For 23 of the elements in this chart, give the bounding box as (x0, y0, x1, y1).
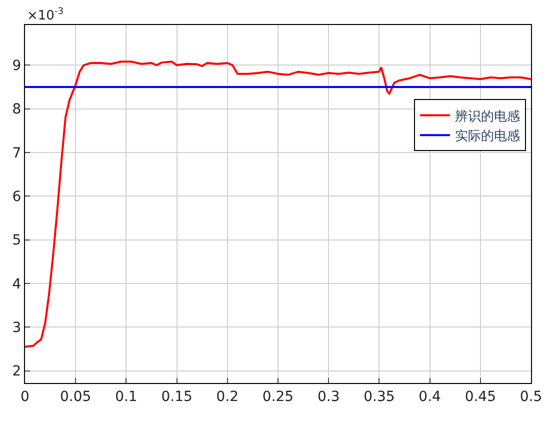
y-tick-label: 2 (12, 364, 22, 380)
y-tick-label: 9 (12, 58, 22, 74)
y-tick-label: 5 (12, 232, 22, 249)
y-tick-label: 7 (12, 145, 22, 162)
x-tick-label: 0.35 (364, 388, 395, 405)
text: ×10$^{-3}$ (27, 7, 64, 24)
x-tick-label: 0.2 (216, 388, 239, 405)
x-tick-label: 0 (20, 388, 30, 405)
y-tick-label: 3 (12, 320, 22, 336)
x-tick-label: 0.4 (418, 388, 442, 405)
y-tick-label: 6 (12, 189, 22, 206)
x-tick-label: 0.05 (60, 388, 92, 405)
x-tick-label: 0.25 (262, 388, 294, 405)
x-tick-label: 0.45 (464, 388, 496, 405)
y-tick-label: 4 (12, 276, 22, 292)
line-series (25, 60, 531, 348)
x-tick-label: 0.3 (317, 388, 340, 405)
y-tick-label: 8 (12, 102, 22, 118)
x-tick-label: 0.1 (115, 388, 138, 405)
legend-label: 辨识的电感 (454, 109, 520, 124)
legend-label: 实际的电感 (454, 129, 520, 144)
x-tick-label: 0.15 (161, 388, 192, 405)
x-tick-label: 0.5 (520, 388, 542, 405)
